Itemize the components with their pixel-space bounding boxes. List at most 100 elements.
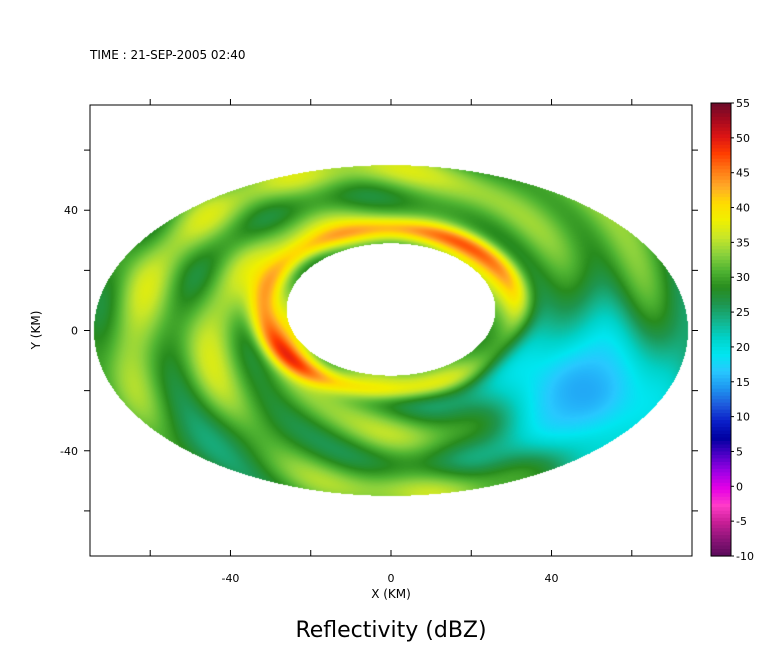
colorbar-segment	[711, 468, 731, 473]
colorbar-segment	[711, 385, 731, 390]
colorbar-segment	[711, 413, 731, 418]
colorbar-segment	[711, 332, 731, 338]
colorbar-segment	[711, 472, 731, 477]
colorbar-segment	[711, 451, 731, 456]
colorbar-segment	[711, 186, 731, 191]
colorbar-tick-label: 55	[736, 97, 750, 110]
colorbar-segment	[711, 535, 731, 540]
colorbar-segment	[711, 179, 731, 184]
colorbar-segment	[711, 207, 731, 212]
colorbar-segment	[711, 284, 731, 289]
colorbar-segment	[711, 221, 731, 226]
colorbar-segment	[711, 528, 731, 533]
colorbar-segment	[711, 388, 731, 393]
colorbar-segment	[711, 364, 731, 369]
colorbar-segment	[711, 493, 731, 498]
colorbar-segment	[711, 130, 731, 135]
colorbar-segment	[711, 155, 731, 160]
colorbar-segment	[711, 217, 731, 223]
colorbar-segment	[711, 266, 731, 271]
y-tick-label: 0	[71, 325, 78, 338]
colorbar-segment	[711, 545, 731, 550]
colorbar-segment	[711, 141, 731, 146]
axis-ticks	[84, 99, 698, 556]
colorbar-segment	[711, 430, 731, 435]
colorbar-segment	[711, 158, 731, 163]
colorbar-segment	[711, 420, 731, 425]
colorbar-tick-label: 20	[736, 341, 750, 354]
colorbar-segment	[711, 479, 731, 484]
colorbar-segment	[711, 360, 731, 365]
colorbar-segment	[711, 116, 731, 122]
colorbar-segment	[711, 294, 731, 299]
y-tick-label: -40	[60, 445, 78, 458]
colorbar-segment	[711, 326, 731, 331]
x-tick-label: 0	[388, 572, 395, 585]
colorbar-segment	[711, 437, 731, 442]
colorbar-segment	[711, 312, 731, 317]
colorbar-segment	[711, 514, 731, 519]
colorbar-segment	[711, 423, 731, 428]
colorbar-segment	[711, 374, 731, 379]
colorbar-tick-label: 0	[736, 480, 743, 493]
colorbar-segment	[711, 350, 731, 355]
colorbar-segment	[711, 392, 731, 397]
colorbar-segment	[711, 524, 731, 529]
colorbar-segment	[711, 458, 731, 463]
colorbar-segment	[711, 228, 731, 233]
colorbar-segment	[711, 305, 731, 310]
colorbar-segment	[711, 339, 731, 345]
colorbar-segment	[711, 367, 731, 372]
colorbar-segment	[711, 343, 731, 348]
colorbar-segment	[711, 148, 731, 153]
colorbar-segment	[711, 301, 731, 306]
colorbar-segment	[711, 263, 731, 268]
colorbar-tick-label: 35	[736, 236, 750, 249]
colorbar-segment	[711, 507, 731, 512]
colorbar-segment	[711, 329, 731, 334]
colorbar-tick-label: 5	[736, 445, 743, 458]
x-tick-labels: -40 0 40	[221, 572, 558, 585]
colorbar-segment	[711, 402, 731, 407]
colorbar-tick-label: -10	[736, 550, 754, 563]
colorbar-segment	[711, 465, 731, 470]
colorbar	[711, 103, 731, 557]
colorbar-segment	[711, 242, 731, 247]
colorbar-segment	[711, 211, 731, 216]
colorbar-segment	[711, 500, 731, 505]
colorbar-segment	[711, 204, 731, 209]
colorbar-segment	[711, 287, 731, 292]
colorbar-segment	[711, 308, 731, 313]
colorbar-segment	[711, 486, 731, 491]
colorbar-segment	[711, 521, 731, 526]
colorbar-segment	[711, 235, 731, 240]
colorbar-segment	[711, 259, 731, 264]
colorbar-segment	[711, 214, 731, 219]
colorbar-segment	[711, 381, 731, 386]
colorbar-segment	[711, 109, 731, 115]
colorbar-segment	[711, 245, 731, 250]
colorbar-segment	[711, 134, 731, 139]
x-tick-label: -40	[221, 572, 239, 585]
colorbar-segment	[711, 517, 731, 522]
colorbar-segment	[711, 378, 731, 383]
colorbar-segment	[711, 444, 731, 449]
colorbar-segment	[711, 162, 731, 167]
colorbar-segment	[711, 315, 731, 320]
colorbar-segment	[711, 197, 731, 202]
colorbar-segment	[711, 137, 731, 142]
colorbar-segment	[711, 441, 731, 446]
chart-title: Reflectivity (dBZ)	[295, 618, 486, 643]
colorbar-tick-label: 15	[736, 376, 750, 389]
colorbar-segment	[711, 103, 731, 108]
colorbar-segment	[711, 183, 731, 188]
colorbar-segment	[711, 552, 731, 557]
colorbar-segment	[711, 172, 731, 177]
colorbar-segment	[711, 273, 731, 278]
colorbar-segment	[711, 113, 731, 118]
colorbar-segment	[711, 489, 731, 494]
colorbar-segment	[711, 346, 731, 352]
x-tick-label: 40	[545, 572, 559, 585]
